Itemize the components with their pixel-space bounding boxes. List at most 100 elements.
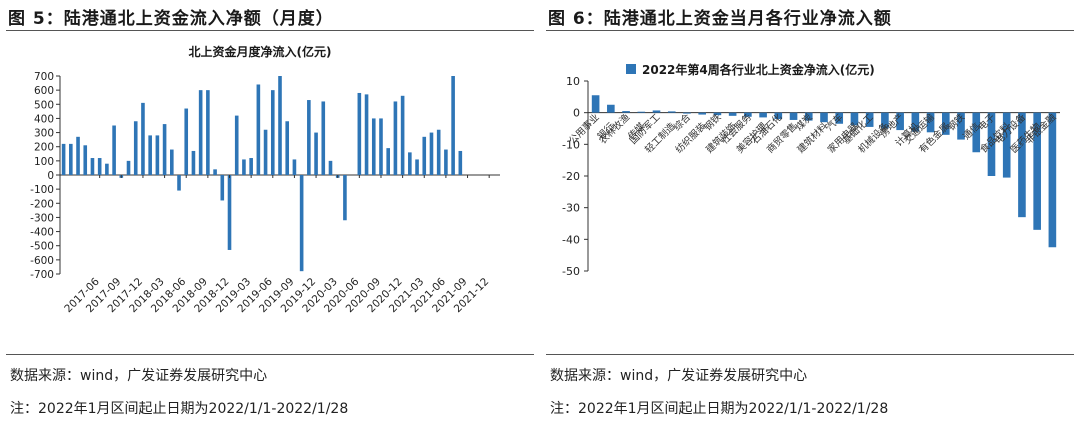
left-bar-2020-04 bbox=[343, 175, 347, 221]
left-bar-2017-05 bbox=[90, 158, 95, 175]
left-y-tick-label: -400 bbox=[30, 227, 54, 239]
left-bar-2017-08 bbox=[112, 125, 116, 175]
left-bar-2021-03 bbox=[422, 136, 427, 175]
right-legend-swatch bbox=[626, 64, 636, 74]
right-x-category-label: 公用事业 bbox=[566, 111, 601, 146]
left-bar-2019-05 bbox=[263, 129, 268, 175]
right-bar-25 bbox=[972, 112, 981, 153]
right-bar-6 bbox=[683, 112, 691, 114]
left-y-tick-label: -500 bbox=[30, 241, 54, 253]
left-bar-2020-12 bbox=[400, 95, 405, 175]
left-monthly-flow-chart: 北上资金月度净流入(亿元) -700 -600 -500 -400 -300 -200 -10… bbox=[30, 44, 500, 315]
left-bar-2017-12 bbox=[141, 102, 145, 175]
right-top-rule bbox=[546, 30, 1074, 31]
left-bar-2019-11 bbox=[307, 100, 311, 175]
right-bar-24 bbox=[957, 112, 965, 140]
left-top-rule bbox=[6, 30, 534, 31]
right-y-tick-label: -20 bbox=[562, 170, 580, 183]
right-bar-21 bbox=[911, 112, 920, 132]
left-bar-2018-05 bbox=[177, 175, 181, 191]
right-bar-18 bbox=[865, 112, 874, 127]
right-bar-29 bbox=[1033, 112, 1041, 230]
right-y-tick-label: -50 bbox=[562, 265, 580, 278]
right-bar-10 bbox=[744, 112, 752, 117]
right-bar-9 bbox=[728, 112, 737, 116]
left-y-tick-label: 500 bbox=[34, 99, 54, 111]
left-source-text: 数据来源：wind，广发证券发展研究中心 bbox=[10, 368, 268, 384]
left-bar-2018-10 bbox=[213, 169, 217, 175]
right-figure-title: 图 6：陆港通北上资金当月各行业净流入额 bbox=[548, 9, 892, 29]
right-bar-7 bbox=[698, 112, 706, 115]
right-bottom-rule bbox=[546, 354, 1074, 355]
right-bar-12 bbox=[774, 112, 783, 119]
left-bar-2018-07 bbox=[191, 150, 196, 175]
left-y-tick-label: 0 bbox=[47, 170, 54, 182]
left-bar-2017-04 bbox=[83, 145, 88, 175]
left-bar-2018-12 bbox=[227, 175, 232, 250]
left-bar-2017-10 bbox=[126, 160, 131, 175]
right-bar-28 bbox=[1018, 112, 1026, 218]
right-bar-15 bbox=[820, 112, 828, 123]
right-bar-20 bbox=[896, 112, 904, 131]
left-bar-2019-12 bbox=[314, 132, 318, 175]
right-legend-label: 2022年第4周各行业北上资金净流入(亿元) bbox=[642, 62, 875, 77]
right-bar-27 bbox=[1002, 112, 1011, 178]
left-note-text: 注：2022年1月区间起止日期为2022/1/1-2022/1/28 bbox=[10, 401, 349, 417]
left-bar-2020-09 bbox=[379, 118, 383, 175]
right-y-tick-label: 0 bbox=[573, 107, 580, 120]
left-bar-2019-09 bbox=[292, 159, 297, 175]
left-bar-2021-08 bbox=[458, 150, 463, 175]
left-bar-2020-06 bbox=[357, 92, 362, 175]
left-y-tick-label: 700 bbox=[34, 71, 54, 83]
right-y-tick-label: -10 bbox=[562, 138, 580, 151]
left-y-tick-label: -700 bbox=[30, 269, 54, 281]
left-bar-2017-03 bbox=[76, 136, 80, 175]
left-y-tick-label: -100 bbox=[30, 184, 54, 196]
left-y-tick-label: -300 bbox=[30, 212, 54, 224]
right-figure-panel: 图 6：陆港通北上资金当月各行业净流入额 2022年第4周各行业北上资金净流入(… bbox=[540, 0, 1080, 425]
right-bar-17 bbox=[850, 112, 859, 126]
left-bar-2019-02 bbox=[242, 159, 246, 175]
left-bar-2021-04 bbox=[429, 132, 434, 175]
right-bar-16 bbox=[835, 112, 844, 124]
right-bar-26 bbox=[987, 112, 996, 176]
left-y-tick-label: 300 bbox=[34, 128, 54, 140]
left-bar-2019-04 bbox=[256, 84, 261, 175]
right-y-tick-label: 10 bbox=[566, 75, 580, 88]
left-bar-2018-01 bbox=[148, 135, 152, 175]
left-bar-2020-10 bbox=[386, 148, 390, 175]
left-bar-2017-11 bbox=[133, 121, 138, 175]
left-bar-2017-02 bbox=[69, 143, 73, 175]
right-bar-1 bbox=[607, 104, 615, 113]
left-bar-2020-07 bbox=[364, 94, 369, 175]
left-bar-2017-01 bbox=[61, 143, 66, 175]
right-source-text: 数据来源：wind，广发证券发展研究中心 bbox=[550, 368, 808, 384]
left-y-tick-label: -600 bbox=[30, 255, 54, 267]
right-bar-14 bbox=[804, 112, 813, 121]
left-bar-2020-02 bbox=[328, 160, 333, 175]
left-bar-2018-06 bbox=[184, 108, 189, 175]
right-y-tick-label: -30 bbox=[562, 202, 580, 215]
left-bar-2018-04 bbox=[170, 149, 174, 175]
right-bar-13 bbox=[789, 112, 798, 120]
left-bar-2021-07 bbox=[451, 76, 455, 175]
left-bar-2021-01 bbox=[408, 152, 412, 175]
left-y-tick-label: -200 bbox=[30, 198, 54, 210]
left-bar-2019-03 bbox=[249, 158, 253, 175]
left-bar-2019-10 bbox=[299, 175, 304, 272]
left-bar-2018-02 bbox=[155, 135, 160, 175]
left-bar-2021-06 bbox=[444, 149, 448, 175]
left-bar-2017-07 bbox=[105, 163, 109, 175]
right-bar-30 bbox=[1048, 112, 1057, 248]
left-bar-2020-08 bbox=[371, 118, 376, 175]
right-bar-19 bbox=[881, 112, 889, 129]
right-bar-23 bbox=[942, 112, 950, 135]
right-bar-4 bbox=[652, 110, 661, 113]
right-bar-5 bbox=[667, 111, 676, 113]
left-bar-2019-08 bbox=[285, 121, 290, 175]
left-bottom-rule bbox=[6, 354, 534, 355]
left-bar-2018-11 bbox=[220, 175, 225, 201]
left-bar-2020-01 bbox=[321, 101, 326, 175]
right-bar-3 bbox=[637, 111, 646, 113]
left-bar-2018-09 bbox=[206, 90, 210, 175]
